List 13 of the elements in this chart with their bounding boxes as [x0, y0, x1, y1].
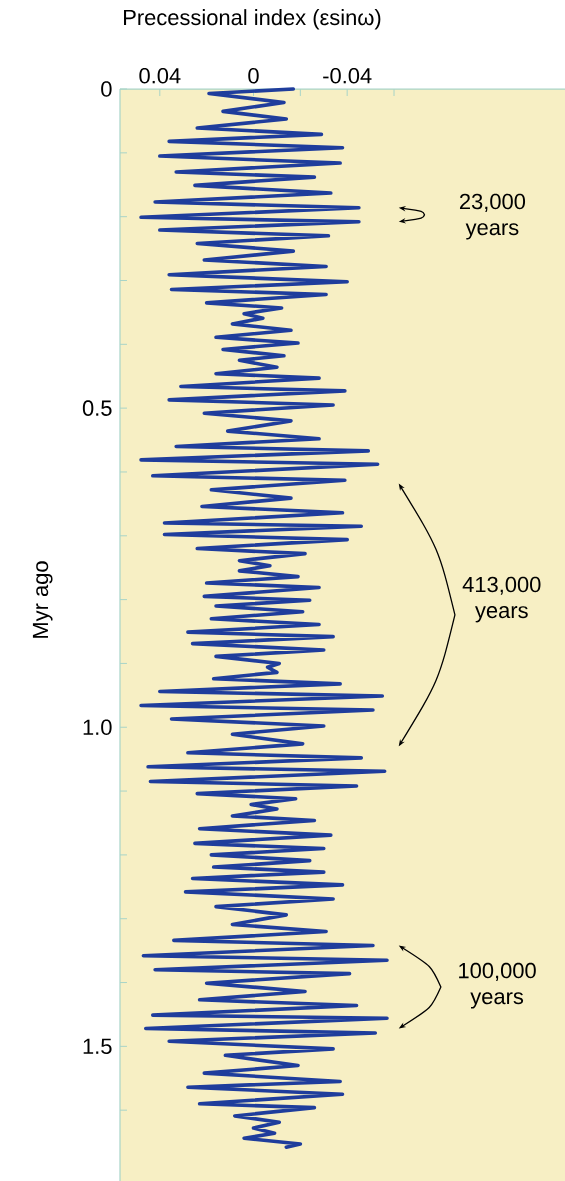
annotation: 100,000 years	[459, 962, 536, 1009]
x-tick-label: 0	[248, 67, 259, 84]
x-tick-label: 0.04	[139, 67, 181, 84]
x-axis-title: Precessional index (εsinω)	[124, 9, 381, 30]
y-tick-label: 1.5	[83, 1038, 112, 1055]
y-axis-title: Myr ago	[32, 561, 53, 638]
y-tick-label: 1.0	[83, 719, 112, 736]
y-tick-label: 0.5	[82, 400, 112, 416]
x-tick-label: -0.04	[323, 67, 372, 84]
line-series	[139, 87, 389, 1149]
annotation: 413,000 years	[462, 576, 541, 623]
y-tick-label: 0	[101, 81, 112, 97]
annotation: 23,000 years	[459, 193, 526, 240]
